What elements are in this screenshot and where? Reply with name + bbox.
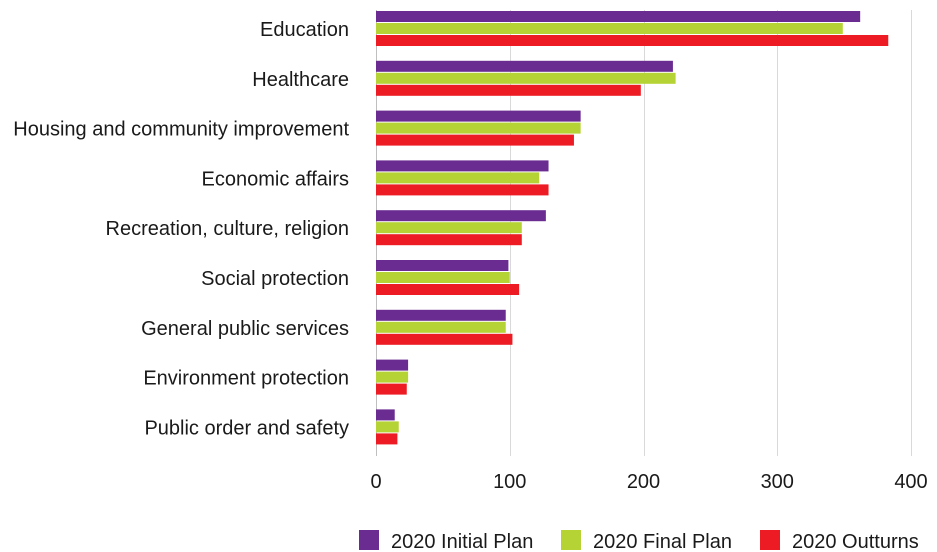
bar (376, 433, 397, 444)
bar (376, 172, 539, 183)
x-tick-label: 0 (370, 471, 381, 493)
bar (376, 123, 581, 134)
bar (376, 222, 522, 233)
category-label: Economic affairs (202, 168, 349, 190)
category-label: Recreation, culture, religion (106, 218, 349, 240)
bar (376, 73, 676, 84)
x-tick-labels: 0 100 200 300 400 (370, 471, 927, 493)
category-label: Education (260, 19, 349, 41)
category-label: Public order and safety (144, 417, 349, 439)
legend-item: 2020 Final Plan (561, 530, 732, 552)
category-label: Housing and community improvement (13, 119, 349, 141)
bar (376, 372, 408, 383)
bar (376, 35, 888, 46)
legend-swatch (760, 530, 780, 550)
legend-swatch (359, 530, 379, 550)
x-tick-label: 300 (761, 471, 794, 493)
category-label: Social protection (201, 268, 349, 290)
x-tick-label: 200 (627, 471, 660, 493)
bar (376, 322, 506, 333)
legend-item: 2020 Outturns (760, 530, 919, 552)
bar (376, 61, 673, 72)
bar (376, 360, 408, 371)
bar (376, 11, 860, 22)
bar (376, 260, 508, 271)
bar (376, 272, 510, 283)
legend-label: 2020 Outturns (792, 531, 919, 552)
legend-label: 2020 Final Plan (593, 531, 732, 552)
bar (376, 111, 581, 122)
bar (376, 284, 519, 295)
bar (376, 184, 549, 195)
legend-item: 2020 Initial Plan (359, 530, 533, 552)
bar (376, 409, 395, 420)
bar (376, 310, 506, 321)
bar (376, 160, 549, 171)
category-label: Environment protection (143, 368, 349, 390)
category-labels: Education Healthcare Housing and community… (13, 19, 349, 439)
bar (376, 23, 843, 34)
bars (376, 11, 888, 444)
bar (376, 85, 641, 96)
category-label: Healthcare (252, 69, 349, 91)
legend-label: 2020 Initial Plan (391, 531, 533, 552)
bar (376, 234, 522, 245)
bar (376, 135, 574, 146)
category-label: General public services (141, 318, 349, 340)
x-tick-label: 400 (894, 471, 927, 493)
x-tick-label: 100 (493, 471, 526, 493)
bar (376, 384, 407, 395)
bar (376, 210, 546, 221)
legend: 2020 Initial Plan 2020 Final Plan 2020 Out… (359, 530, 919, 552)
bar (376, 421, 399, 432)
legend-swatch (561, 530, 581, 550)
bar (376, 334, 512, 345)
